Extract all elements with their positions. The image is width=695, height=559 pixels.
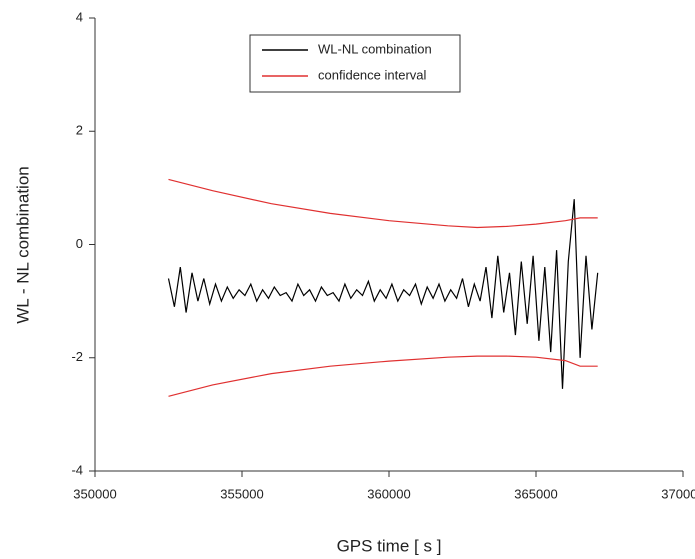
y-tick-label: -4 (71, 462, 83, 477)
series-line-lower (168, 355, 598, 397)
y-tick-label: 4 (76, 9, 83, 24)
y-axis-title: WL - NL combination (13, 166, 32, 323)
x-tick-label: 360000 (367, 486, 410, 501)
series-line (167, 199, 599, 389)
x-tick-label: 370000 (661, 486, 695, 501)
x-tick-label: 365000 (514, 486, 557, 501)
y-tick-label: 2 (76, 123, 83, 138)
legend-box (249, 34, 461, 93)
x-tick-label: 350000 (73, 486, 116, 501)
series-line (168, 178, 598, 229)
legend-label: confidence interval (318, 67, 427, 82)
x-axis-title: GPS time [ s ] (337, 536, 442, 555)
legend-label: WL-NL combination (318, 41, 432, 56)
y-tick-label: -2 (71, 349, 83, 364)
x-tick-label: 355000 (220, 486, 263, 501)
y-tick-label: 0 (76, 236, 83, 251)
